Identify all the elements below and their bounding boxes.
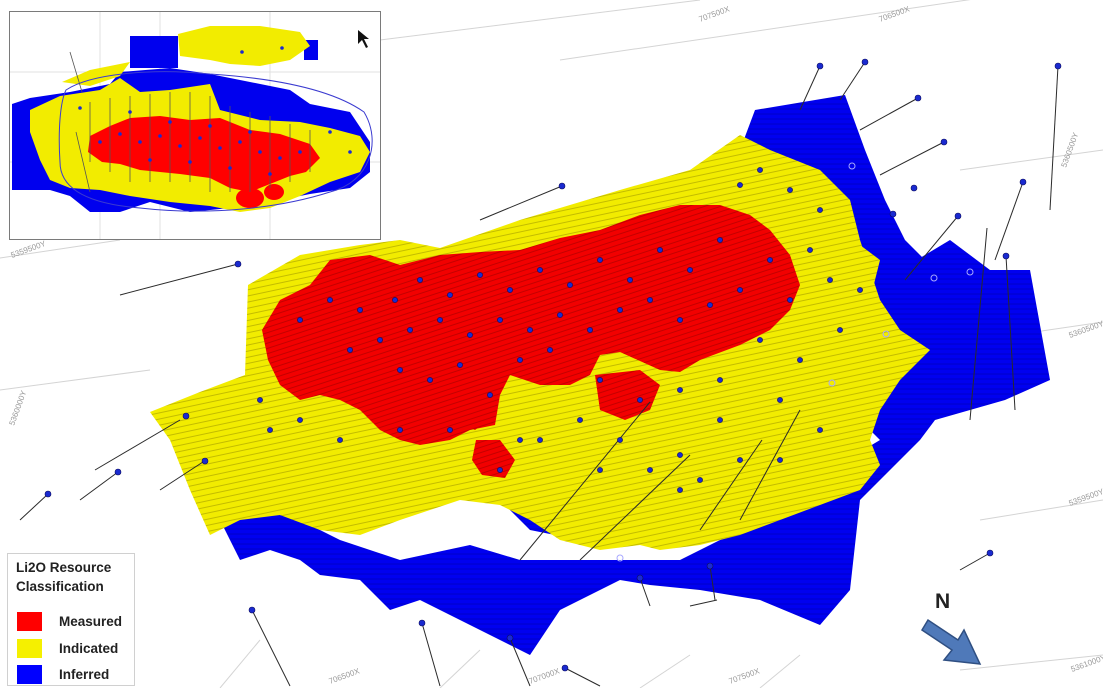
legend-swatch-measured bbox=[17, 612, 42, 631]
north-arrow-icon bbox=[920, 618, 982, 665]
grid-label: 5361000Y bbox=[1070, 653, 1103, 674]
legend-swatch-inferred bbox=[17, 665, 42, 684]
grid-label: 5360500Y bbox=[1059, 131, 1080, 169]
drillholes bbox=[19, 61, 1059, 687]
grid-label: 5359500Y bbox=[1068, 487, 1103, 508]
grid-label: 707000X bbox=[528, 666, 562, 686]
inset-collars bbox=[78, 46, 352, 176]
grid-label: 707500X bbox=[728, 666, 762, 686]
legend-swatch-indicated bbox=[17, 639, 42, 658]
north-arrow: N bbox=[918, 590, 1008, 680]
collar-markers bbox=[616, 162, 974, 562]
grid-label: 706500X bbox=[328, 666, 362, 686]
drillhole-collars bbox=[44, 58, 1062, 672]
grid-label: 707500X bbox=[698, 4, 732, 24]
inset-drillholes bbox=[69, 51, 311, 193]
plan-view-inset bbox=[9, 11, 381, 240]
grid-label: 5359500Y bbox=[10, 239, 48, 260]
legend-item-measured: Measured bbox=[17, 611, 135, 631]
legend-label-measured: Measured bbox=[59, 614, 123, 629]
cursor-icon bbox=[358, 30, 369, 48]
grid-label: 706500X bbox=[878, 4, 912, 24]
inset-measured bbox=[88, 116, 320, 208]
north-label: N bbox=[935, 590, 951, 613]
legend-item-indicated: Indicated bbox=[17, 638, 135, 658]
plan-view-map bbox=[10, 12, 380, 239]
grid-label: 5360500Y bbox=[1068, 319, 1103, 340]
legend: Li2O Resource Classification Measured In… bbox=[7, 553, 135, 686]
legend-title: Li2O Resource Classification bbox=[16, 560, 112, 594]
legend-item-inferred: Inferred bbox=[17, 664, 135, 684]
measured-zone bbox=[262, 205, 800, 478]
legend-label-indicated: Indicated bbox=[59, 641, 119, 656]
inset-outline bbox=[58, 71, 373, 212]
grid-label: 5360000Y bbox=[7, 389, 28, 427]
legend-label-inferred: Inferred bbox=[59, 667, 110, 682]
